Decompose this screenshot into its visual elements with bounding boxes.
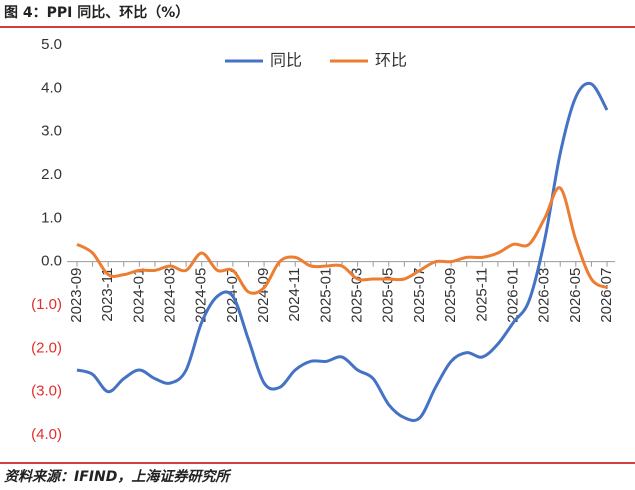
source-note: 资料来源：IFIND，上海证券研究所 bbox=[4, 468, 232, 485]
x-tick-label: 2026-01 bbox=[504, 268, 521, 323]
legend-label: 同比 bbox=[270, 51, 302, 70]
x-tick-label: 2024-11 bbox=[286, 268, 303, 322]
x-tick-label: 2025-09 bbox=[442, 268, 459, 323]
y-tick-label: (1.0) bbox=[31, 296, 62, 313]
x-tick-label: 2025-11 bbox=[473, 268, 490, 322]
chart-title: 图 4：PPI 同比、环比（%） bbox=[4, 4, 189, 21]
x-tick-label: 2023-09 bbox=[68, 268, 85, 323]
x-tick-label: 2025-01 bbox=[317, 268, 334, 323]
y-tick-label: 1.0 bbox=[41, 209, 62, 226]
y-tick-label: (2.0) bbox=[31, 339, 62, 356]
x-tick-label: 2026-07 bbox=[598, 268, 615, 323]
legend-label: 环比 bbox=[375, 51, 407, 70]
x-tick-label: 2024-05 bbox=[193, 268, 210, 323]
x-tick-label: 2023-11 bbox=[99, 268, 116, 322]
x-tick-label: 2024-03 bbox=[161, 268, 178, 323]
y-tick-label: 0.0 bbox=[41, 253, 62, 270]
series-line bbox=[76, 81, 609, 422]
y-tick-label: 2.0 bbox=[41, 166, 62, 183]
x-tick-label: 2024-01 bbox=[130, 268, 147, 323]
x-tick-label: 2026-03 bbox=[536, 268, 553, 323]
x-tick-label: 2025-03 bbox=[349, 268, 366, 323]
series-line bbox=[76, 186, 608, 295]
x-tick-label: 2025-07 bbox=[411, 268, 428, 323]
y-tick-label: (4.0) bbox=[31, 426, 62, 443]
y-tick-label: 4.0 bbox=[41, 79, 62, 96]
y-tick-label: 3.0 bbox=[41, 123, 62, 140]
y-tick-label: 5.0 bbox=[41, 36, 62, 53]
x-tick-label: 2024-09 bbox=[255, 268, 272, 323]
x-tick-label: 2025-05 bbox=[380, 268, 397, 323]
x-tick-label: 2026-05 bbox=[567, 268, 584, 323]
y-tick-label: (3.0) bbox=[31, 383, 62, 400]
